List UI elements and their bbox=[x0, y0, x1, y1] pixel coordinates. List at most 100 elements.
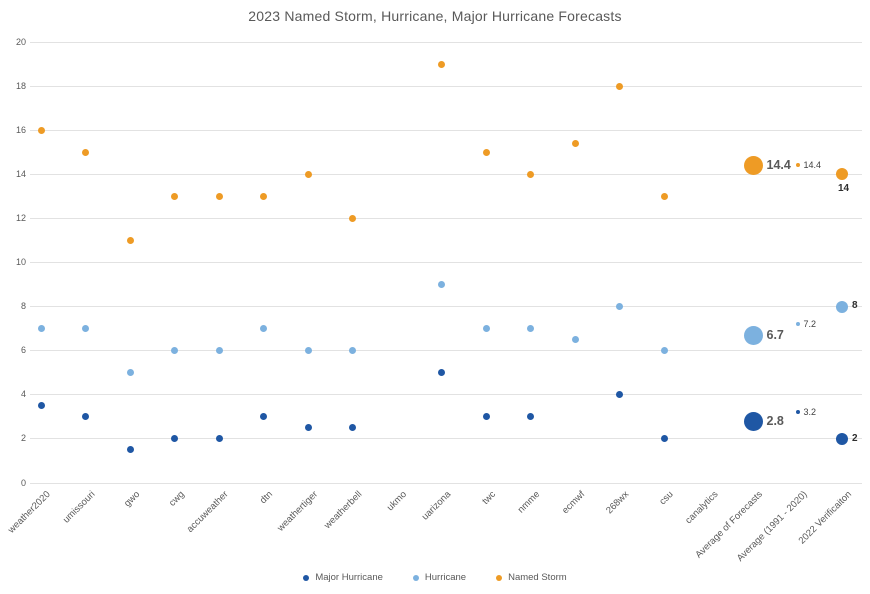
data-point bbox=[795, 410, 800, 415]
data-point bbox=[743, 411, 763, 431]
y-tick-label: 18 bbox=[15, 80, 26, 91]
gridline bbox=[30, 129, 862, 131]
gridline bbox=[30, 350, 862, 352]
gridline bbox=[30, 41, 862, 43]
legend-marker-icon bbox=[303, 574, 310, 581]
data-point bbox=[836, 432, 848, 445]
data-point bbox=[126, 236, 134, 244]
x-axis-label: ecmwf bbox=[559, 489, 587, 517]
legend-marker-icon bbox=[412, 574, 419, 581]
data-point bbox=[37, 325, 45, 333]
data-point bbox=[349, 214, 356, 222]
gridline bbox=[30, 173, 862, 175]
data-point bbox=[836, 168, 848, 181]
y-tick-label: 14 bbox=[15, 168, 26, 179]
y-tick-label: 4 bbox=[20, 389, 26, 400]
y-tick-label: 6 bbox=[20, 345, 26, 356]
data-point bbox=[37, 126, 45, 134]
data-point bbox=[304, 347, 312, 355]
data-point bbox=[482, 413, 490, 421]
x-axis-label: nmme bbox=[515, 489, 543, 516]
data-point bbox=[260, 192, 267, 200]
x-axis-label: weatherbell bbox=[322, 489, 365, 532]
data-point bbox=[215, 347, 223, 355]
data-label: 14.4 bbox=[803, 159, 822, 170]
data-label: 6.7 bbox=[766, 327, 784, 342]
data-point bbox=[482, 148, 490, 156]
data-point bbox=[527, 170, 534, 178]
data-point bbox=[527, 413, 534, 421]
data-point bbox=[126, 446, 134, 454]
legend-label: Major Hurricane bbox=[315, 572, 383, 583]
y-tick-label: 12 bbox=[15, 212, 26, 223]
gridline bbox=[30, 482, 862, 484]
data-point bbox=[349, 347, 356, 355]
data-point bbox=[82, 148, 89, 156]
gridline bbox=[30, 394, 862, 396]
data-point bbox=[304, 170, 312, 178]
y-tick-label: 16 bbox=[15, 124, 26, 135]
x-axis-label: twc bbox=[479, 489, 498, 507]
data-label: 7.2 bbox=[803, 318, 817, 329]
y-tick-label: 20 bbox=[15, 36, 26, 47]
data-point bbox=[795, 163, 800, 168]
gridline bbox=[30, 217, 862, 219]
data-point bbox=[349, 424, 356, 432]
data-point bbox=[37, 402, 45, 410]
x-axis-label: weather2020 bbox=[6, 489, 53, 536]
data-point bbox=[215, 192, 223, 200]
x-axis-label: weathertiger bbox=[275, 489, 320, 534]
x-axis-label: umissouri bbox=[60, 489, 98, 526]
data-point bbox=[126, 369, 134, 377]
legend-label: Named Storm bbox=[508, 572, 567, 583]
legend-marker-icon bbox=[496, 574, 503, 581]
y-tick-label: 10 bbox=[15, 257, 26, 267]
x-axis-label: cwg bbox=[166, 489, 187, 509]
data-point bbox=[82, 413, 89, 421]
data-point bbox=[616, 391, 623, 399]
y-tick-label: 8 bbox=[20, 301, 26, 312]
data-label: 14 bbox=[838, 183, 850, 195]
data-label: 8 bbox=[852, 300, 858, 312]
gridline bbox=[30, 306, 862, 308]
legend-item: Major Hurricane bbox=[303, 572, 383, 583]
data-point bbox=[82, 325, 89, 333]
y-tick-label: 2 bbox=[20, 433, 26, 444]
x-axis-label: accuweather bbox=[184, 489, 231, 535]
data-point bbox=[260, 325, 267, 333]
data-point bbox=[438, 369, 445, 377]
data-point bbox=[616, 82, 623, 90]
data-point bbox=[795, 322, 800, 327]
x-axis-label: uarizona bbox=[419, 489, 454, 523]
data-point bbox=[571, 139, 579, 147]
data-point bbox=[836, 300, 848, 313]
plot-area: 14.4 14.4 14 6.7 7.2 8 2.8 3.2 2 bbox=[30, 41, 862, 484]
data-point bbox=[171, 435, 178, 443]
legend-item: Named Storm bbox=[496, 572, 567, 583]
data-point bbox=[171, 192, 178, 200]
chart-title: 2023 Named Storm, Hurricane, Major Hurri… bbox=[248, 8, 622, 24]
data-label: 14.4 bbox=[766, 157, 791, 172]
data-point bbox=[215, 435, 223, 443]
data-label: 3.2 bbox=[803, 406, 817, 417]
x-axis-label: gwo bbox=[121, 489, 142, 510]
y-tick-label: 0 bbox=[20, 477, 26, 488]
legend: Major Hurricane Hurricane Named Storm bbox=[0, 572, 870, 583]
data-point bbox=[660, 192, 668, 200]
data-point bbox=[438, 60, 445, 68]
data-point bbox=[743, 155, 763, 175]
data-point bbox=[660, 347, 668, 355]
gridline bbox=[30, 85, 862, 87]
x-axis-label: csu bbox=[657, 489, 676, 508]
data-point bbox=[571, 336, 579, 344]
data-point bbox=[260, 413, 267, 421]
data-point bbox=[482, 325, 490, 333]
data-point bbox=[527, 325, 534, 333]
data-point bbox=[304, 424, 312, 432]
data-label: 2.8 bbox=[766, 413, 784, 428]
data-point bbox=[660, 435, 668, 443]
x-axis-label: ukmo bbox=[384, 489, 409, 514]
legend-item: Hurricane bbox=[412, 572, 466, 583]
x-axis-label: dtn bbox=[258, 489, 276, 507]
